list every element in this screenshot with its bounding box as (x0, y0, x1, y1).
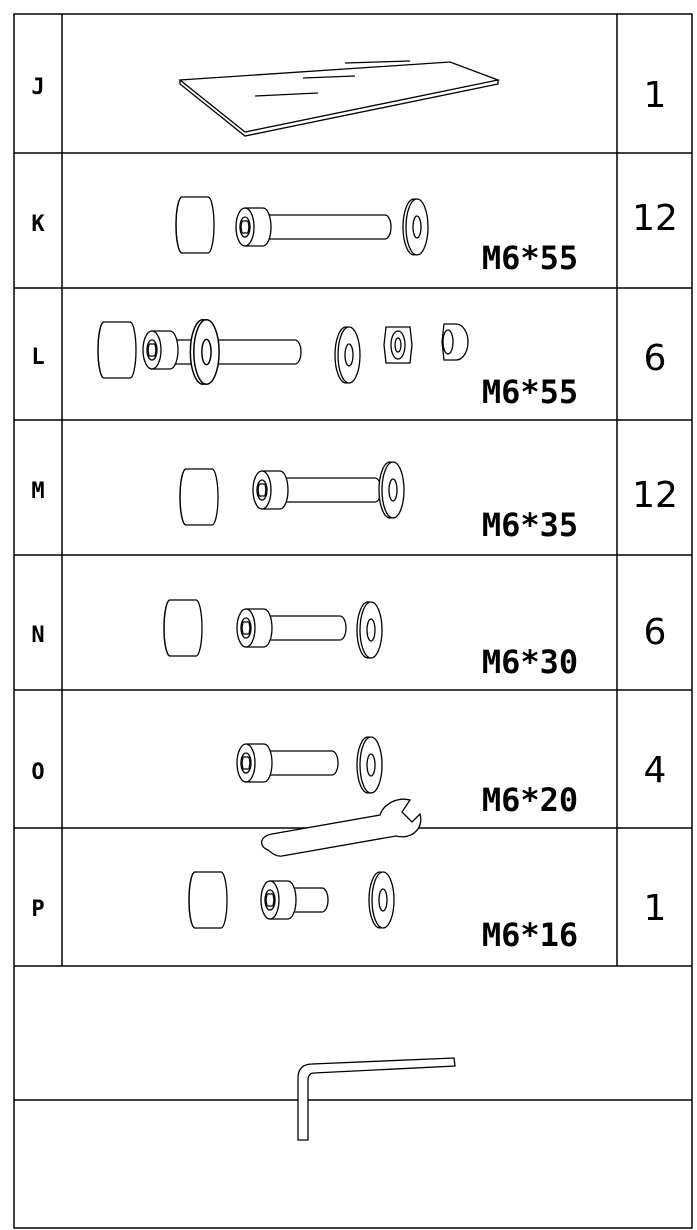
quantity: 12 (632, 198, 678, 239)
sizes: M6*55 M6*55 M6*35 M6*30 M6*20 M6*16 (482, 239, 578, 954)
quantity: 6 (644, 612, 667, 653)
glass-plate (178, 60, 501, 137)
bolt-size: M6*35 (482, 506, 578, 544)
hardware-l (97, 319, 469, 385)
hardware-p (188, 871, 395, 929)
bolt-size: M6*55 (482, 239, 578, 277)
hardware-n (163, 599, 383, 659)
allen-key (297, 1057, 456, 1141)
bolt-size: M6*20 (482, 781, 578, 819)
row-letter: M (31, 479, 44, 504)
quantities: 1 12 6 12 6 4 1 (632, 75, 678, 929)
table-lines (13, 13, 693, 1229)
hardware-k (175, 196, 429, 256)
quantity: 6 (644, 338, 667, 379)
bolt-size: M6*30 (482, 643, 578, 681)
bolt-size: M6*55 (482, 373, 578, 411)
wrench (261, 798, 422, 857)
row-letter: J (31, 75, 44, 100)
hardware-m (179, 461, 405, 526)
hardware-o (236, 736, 383, 794)
row-letter: N (31, 623, 44, 648)
row-letters: J K L M N O P (31, 75, 45, 922)
bolt-size: M6*16 (482, 916, 578, 954)
row-letter: K (31, 212, 45, 237)
row-letter: O (31, 760, 44, 785)
quantity: 1 (644, 888, 667, 929)
quantity: 12 (632, 475, 678, 516)
quantity: 1 (644, 75, 667, 116)
row-letter: P (31, 897, 44, 922)
row-letter: L (31, 345, 44, 370)
quantity: 4 (644, 750, 667, 791)
